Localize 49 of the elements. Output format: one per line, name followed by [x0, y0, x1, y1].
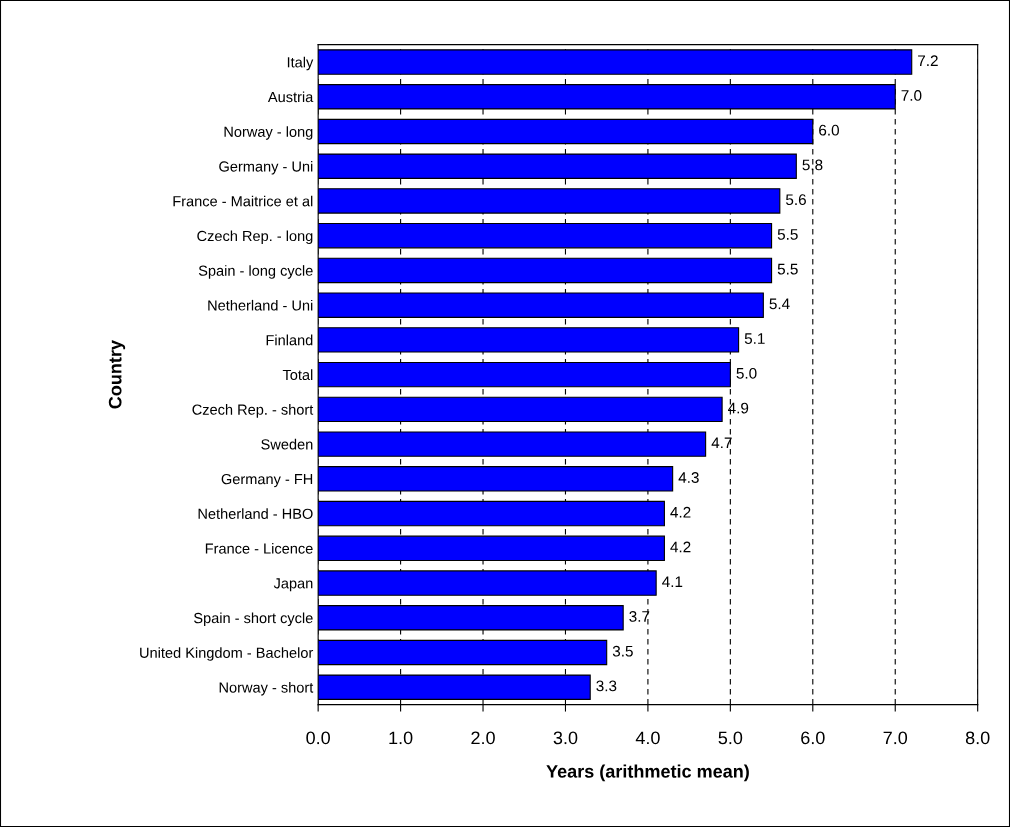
data-label: 3.3 — [596, 680, 617, 692]
y-tick-label: Sweden — [261, 438, 313, 450]
y-tick-label: Total — [282, 369, 313, 381]
data-label: 4.3 — [678, 472, 699, 483]
x-tick-label: 6.0 — [801, 731, 825, 745]
data-label: 5.5 — [777, 229, 798, 240]
data-label: 7.2 — [918, 55, 938, 66]
data-label: 4.2 — [670, 506, 691, 518]
data-label: 6.0 — [819, 124, 839, 136]
y-tick-label: Italy — [287, 56, 314, 71]
y-tick-label: Austria — [267, 91, 314, 103]
data-label: 7.0 — [901, 90, 922, 101]
y-tick-label: Norway - short — [219, 681, 314, 696]
y-tick-label: Netherland - HBO — [198, 508, 313, 519]
x-tick-label: 2.0 — [471, 731, 495, 745]
data-label: 4.2 — [670, 541, 691, 553]
y-tick-label: Netherland - Uni — [208, 299, 313, 311]
data-label: 5.8 — [802, 159, 823, 171]
x-tick-label: 7.0 — [883, 731, 908, 745]
y-tick-label: Finland — [266, 334, 313, 346]
y-tick-label: Czech Rep. - short — [192, 404, 314, 418]
y-tick-label: Czech Rep. - long — [197, 230, 313, 245]
x-tick-label: 1.0 — [389, 731, 413, 745]
x-tick-label: 5.0 — [718, 731, 743, 745]
data-label: 5.6 — [785, 194, 806, 206]
y-tick-label: Norway - long — [224, 126, 313, 140]
y-tick-label: France - Maitrice et al — [173, 195, 313, 207]
y-tick-label: Spain - long cycle — [198, 265, 313, 279]
y-tick-label: Germany - FH — [221, 473, 313, 488]
y-axis-title: Country — [108, 340, 126, 409]
x-tick-label: 0.0 — [306, 731, 330, 745]
data-label: 3.7 — [629, 611, 650, 622]
data-label: 4.1 — [662, 576, 683, 587]
x-tick-label: 8.0 — [965, 731, 990, 745]
x-axis-title: Years (arithmetic mean) — [546, 764, 749, 782]
x-tick-label: 3.0 — [553, 731, 578, 745]
data-label: 5.0 — [736, 367, 757, 379]
x-tick-label: 4.0 — [635, 731, 660, 745]
y-tick-label: Spain - short cycle — [194, 612, 313, 627]
data-label: 5.4 — [769, 298, 790, 310]
data-label: 5.1 — [744, 333, 765, 344]
y-tick-label: Germany - Uni — [219, 160, 313, 175]
y-tick-label: United Kingdom - Bachelor — [140, 647, 314, 661]
data-label: 4.9 — [728, 402, 749, 414]
y-tick-label: France - Licence — [205, 543, 313, 554]
data-label: 4.7 — [711, 437, 732, 449]
data-label: 5.5 — [777, 263, 798, 275]
data-label: 3.5 — [612, 645, 633, 657]
y-tick-label: Japan — [273, 578, 313, 592]
